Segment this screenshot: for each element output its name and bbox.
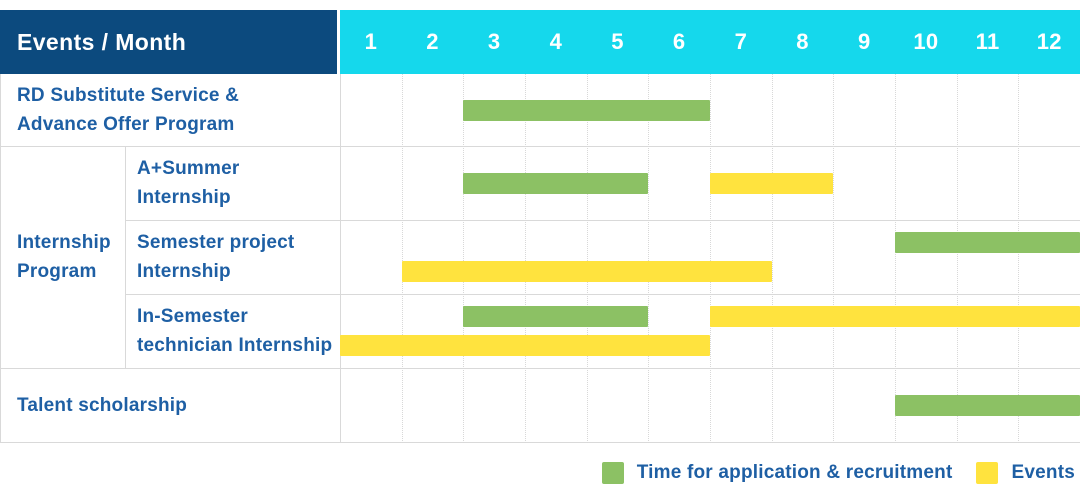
row-label-line: A+Summer [137,158,240,179]
row-label-line: Talent scholarship [17,395,188,416]
month-header-7: 7 [734,29,748,54]
yellow-swatch-icon [976,462,999,484]
month-gridline [710,74,711,443]
month-gridline [833,74,835,443]
gantt-bar-events [710,172,834,194]
row-separator-3 [125,294,1080,295]
table-header: Events / Month 1 2 3 4 5 6 7 8 9 10 11 1… [0,10,1080,74]
header-events-month-cell: Events / Month [0,10,337,74]
row-label-a-summer-internship: A+Summer Internship [125,146,340,220]
month-header-12: 12 [1036,29,1062,54]
legend-item-application: Time for application & recruitment [601,462,953,484]
gantt-bar-application [895,395,1080,416]
month-header-2: 2 [426,29,439,54]
gantt-bar-events [401,261,772,282]
header-month-strip: 1 2 3 4 5 6 7 8 9 10 11 12 [340,10,1080,74]
month-header-3: 3 [487,29,501,54]
gantt-bar-application [463,172,649,194]
month-header-10: 10 [913,29,939,54]
table-left-border [0,74,1,443]
month-gridline [525,74,526,443]
row-separator-1 [0,146,1080,147]
month-gridline [956,74,958,443]
legend: Time for application & recruitment Event… [0,462,1075,484]
month-gridline [401,74,403,443]
month-gridline [648,74,650,443]
legend-label-events: Events [1011,462,1075,483]
gantt-chart-layer [340,74,1080,443]
legend-item-events: Events [976,462,1075,484]
month-gridline [463,74,465,443]
green-swatch-icon [601,462,624,484]
gantt-bar-events [340,335,710,356]
group-label-internship-program: Internship Program [0,146,125,368]
group-inner-divider [125,146,126,368]
row-label-line: Semester project [137,232,295,253]
month-header-9: 9 [857,29,871,54]
gantt-bar-application [895,232,1080,253]
group-label-line: Program [17,261,97,282]
row-label-line: technician Internship [137,335,333,356]
row-label-line: Internship [137,187,231,208]
table-bottom-border [0,442,1080,443]
row-label-line: Internship [137,261,231,282]
month-gridline [586,74,588,443]
row-label-semester-project-internship: Semester project Internship [125,220,340,294]
row-separator-4 [0,368,1080,369]
label-chart-divider [340,74,341,443]
row-separator-2 [125,220,1080,221]
row-label-line: In-Semester [137,306,248,327]
row-label-rd-substitute: RD Substitute Service & Advance Offer Pr… [0,74,340,146]
month-header-4: 4 [549,29,563,54]
table-body: RD Substitute Service & Advance Offer Pr… [0,74,1080,443]
month-gridline [1018,74,1020,443]
month-header-6: 6 [672,29,686,54]
gantt-bar-events [710,306,1080,327]
month-gridline [771,74,773,443]
group-label-line: Internship [17,232,111,253]
month-header-1: 1 [364,29,378,54]
month-header-11: 11 [975,29,1000,54]
row-label-talent-scholarship: Talent scholarship [0,368,340,443]
legend-label-application: Time for application & recruitment [636,462,953,483]
month-gridline [895,74,896,443]
gantt-bar-application [463,306,649,327]
month-header-8: 8 [796,29,809,54]
gantt-bar-application [463,99,710,121]
row-label-line: RD Substitute Service & [17,85,240,106]
row-label-in-semester-technician-internship: In-Semester technician Internship [125,294,340,368]
month-header-5: 5 [611,29,624,54]
row-label-line: Advance Offer Program [17,114,235,135]
